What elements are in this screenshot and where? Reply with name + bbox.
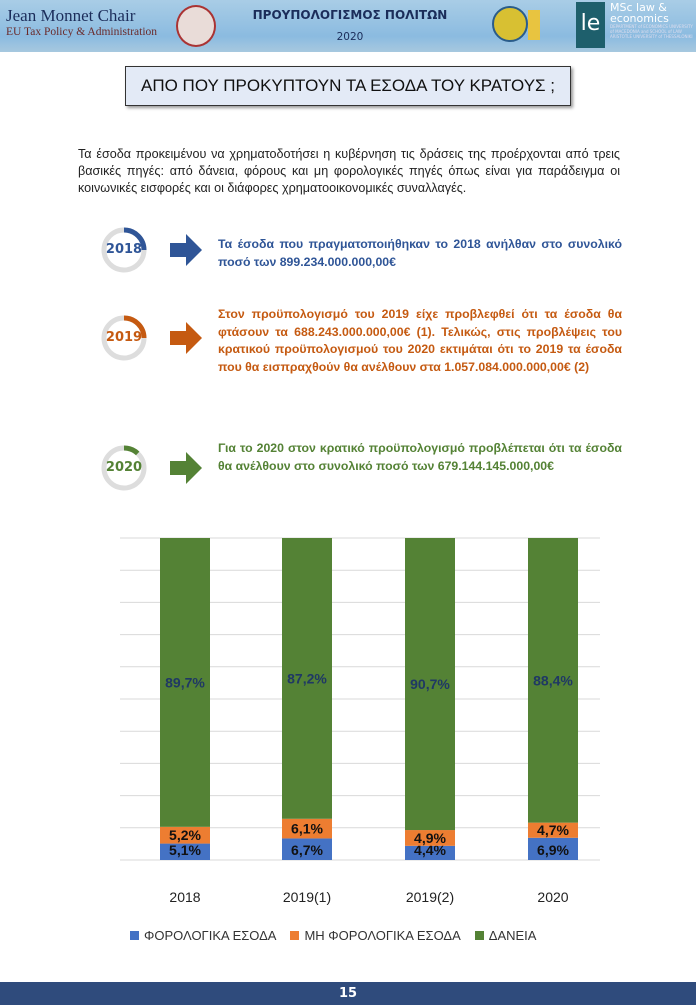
x-tick-label: 2018 [169, 889, 200, 905]
data-label: 4,4% [414, 842, 446, 858]
msc-small: DEPARTMENT of ECONOMICS UNIVERSITY of MA… [610, 24, 693, 39]
legend-item: ΔΑΝΕΙΑ [474, 928, 537, 943]
revenue-stacked-bar-chart: 5,1%5,2% 89,7% 2018 6,7% 6,1% 87,2% 2019(1) 4,4… [120, 537, 600, 905]
legend-swatch [130, 931, 139, 940]
bar-2 [405, 538, 455, 831]
bar-2 [282, 538, 332, 819]
point-text: Στον προϋπολογισμό του 2019 είχε προβλεφ… [218, 307, 622, 374]
data-label: 5,1% [169, 842, 201, 858]
data-label: 89,7% [165, 674, 205, 690]
org-name: Jean Monnet Chair [6, 6, 136, 25]
bar-1 [160, 826, 210, 844]
bar-0 [160, 843, 210, 860]
bar-2 [160, 538, 210, 827]
bar-1 [528, 822, 578, 838]
data-label: 5,2% [169, 827, 201, 843]
progress-ring-2020 [101, 445, 147, 491]
footer: 15 [0, 982, 696, 1005]
msc-line2: economics [610, 12, 669, 25]
legend-swatch [290, 931, 300, 940]
tower-icon [528, 10, 540, 40]
point-text: Για το 2020 στον κρατικό προϋπολογισμό π… [218, 441, 622, 473]
legend-label: ΦΟΡΟΛΟΓΙΚΑ ΕΣΟΔΑ [144, 928, 277, 943]
year-label: 2020 [105, 460, 143, 475]
data-label: 88,4% [533, 672, 573, 688]
legend-item: ΦΟΡΟΛΟΓΙΚΑ ΕΣΟΔΑ [130, 928, 276, 943]
bar-0 [405, 845, 455, 860]
intro-paragraph: Τα έσοδα προκειμένου να χρηματοδοτήσει η… [78, 147, 620, 195]
arrow-right-icon [170, 322, 202, 354]
legend-item: ΜΗ ΦΟΡΟΛΟΓΙΚΑ ΕΣΟΔΑ [290, 928, 461, 943]
data-label: 6,1% [291, 821, 323, 837]
page-title: ΑΠΟ ΠΟΥ ΠΡΟΚΥΠΤΟΥΝ ΤΑ ΕΣΟΔΑ ΤΟΥ ΚΡΑΤΟΥΣ … [125, 66, 571, 106]
msc-title: MSc law & economics DEPARTMENT of ECONOMIC… [610, 2, 696, 39]
year-label: 2018 [105, 242, 143, 257]
point-text: Τα έσοδα που πραγματοποιήθηκαν το 2018 α… [218, 237, 622, 269]
progress-ring-2018 [101, 227, 147, 273]
university-seal-icon [176, 5, 216, 47]
data-label: 87,2% [287, 670, 327, 686]
jean-monnet-logo: Jean Monnet Chair EU Tax Policy & Admini… [6, 6, 157, 38]
data-label: 6,7% [291, 842, 323, 858]
header-banner: Jean Monnet Chair EU Tax Policy & Admini… [0, 0, 696, 52]
data-label: 6,9% [537, 842, 569, 858]
data-label: 4,7% [537, 822, 569, 838]
bar-1 [405, 830, 455, 846]
bar-1 [282, 818, 332, 839]
bar-0 [528, 837, 578, 860]
arrow-right-icon [170, 452, 202, 484]
org-subtitle: EU Tax Policy & Administration [6, 26, 158, 38]
bar-2 [528, 538, 578, 823]
x-tick-label: 2020 [537, 889, 568, 905]
arrow-right-icon [170, 234, 202, 266]
page-number: 15 [338, 986, 358, 1001]
x-tick-label: 2019(2) [406, 889, 454, 905]
data-label: 90,7% [410, 676, 450, 692]
legend-swatch [474, 931, 484, 940]
year-label: 2019 [105, 330, 143, 345]
x-tick-label: 2019(1) [283, 889, 331, 905]
header-title: ΠΡΟΥΠΟΛΟΓΙΣΜΟΣ ΠΟΛΙΤΩΝ [252, 8, 448, 22]
chart-legend: ΦΟΡΟΛΟΓΙΚΑ ΕΣΟΔΑ ΜΗ ΦΟΡΟΛΟΓΙΚΑ ΕΣΟΔΑ ΔΑΝΕΙ… [130, 928, 536, 943]
header-year: 2020 [336, 31, 364, 43]
university-emblem-icon [492, 6, 528, 42]
bar-0 [282, 838, 332, 860]
legend-label: ΜΗ ΦΟΡΟΛΟΓΙΚΑ ΕΣΟΔΑ [304, 928, 461, 943]
msc-line1: MSc law & [610, 1, 667, 14]
msc-logo: le [576, 2, 605, 48]
progress-ring-2019 [101, 315, 147, 361]
legend-label: ΔΑΝΕΙΑ [488, 928, 537, 943]
data-label: 4,9% [414, 830, 446, 846]
